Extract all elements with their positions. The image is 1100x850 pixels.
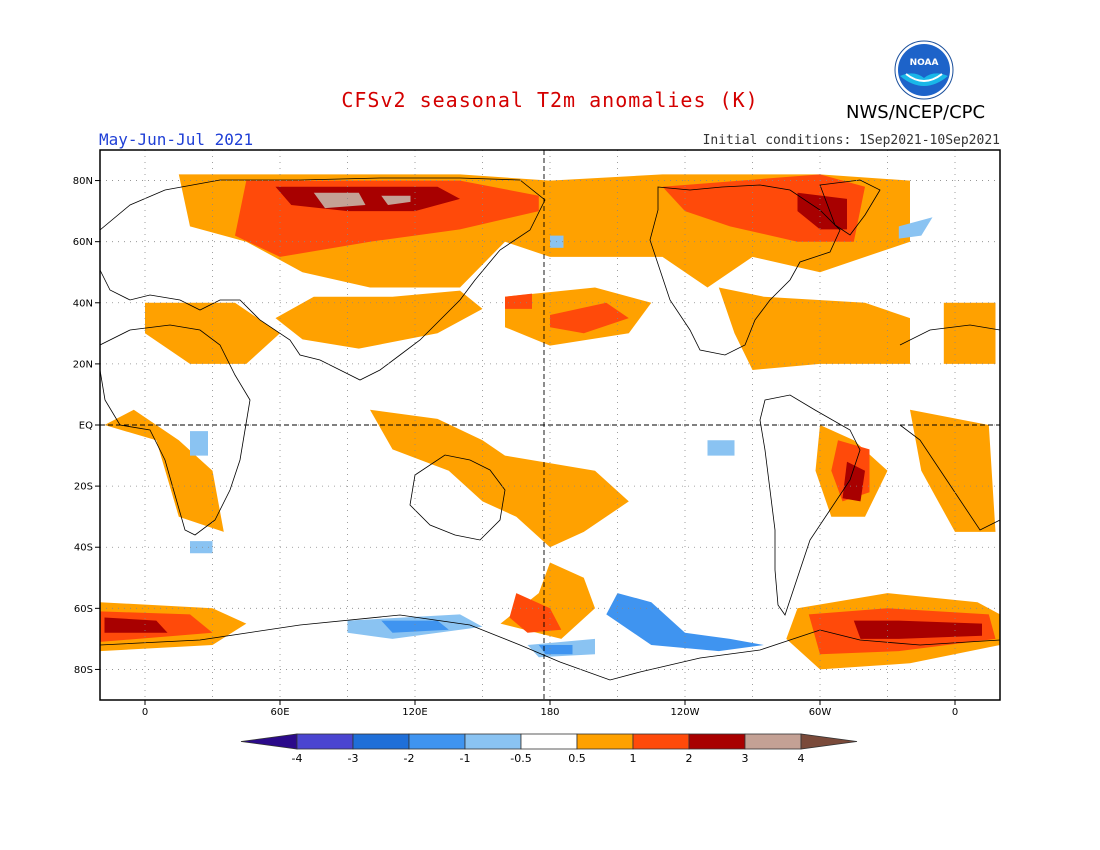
coastline-greenland [819,179,881,236]
lon-tick-label: 0 [142,707,148,718]
coastline-africa-west-repeat [899,424,1000,531]
anomaly-region-37 [707,440,735,456]
anomaly-region-8 [550,302,629,334]
axis-ticks: 0 60E 120E 180 120W 60W 0 80N 60N 40N 20N EQ 20S 40S 6… [73,176,958,718]
anomaly-region-10 [718,287,910,370]
lat-tick-label: 40N [73,298,93,309]
coastline-antarctica [100,614,1000,681]
coastline-south-america [759,394,861,616]
anomaly-region-27 [104,617,168,633]
anomaly-region-32 [538,645,573,655]
anomaly-region-9 [505,293,532,309]
colorbar-bin [576,733,634,750]
lat-tick-label: 20S [74,482,93,493]
coastline-eurasia [100,177,546,381]
colorbar-bin [520,733,578,750]
colorbar-bin [632,733,690,750]
anomaly-region-12 [275,290,483,349]
colorbar-label: 1 [630,752,637,765]
colorbar-bin [688,733,746,750]
colorbar-label: -2 [404,752,415,765]
logo-text: NOAA [910,58,939,68]
coastline-north-america [649,184,841,356]
anomaly-region-11 [145,302,280,364]
colorbar-label: 3 [742,752,749,765]
colorbar-bin [296,733,354,750]
lon-tick-label: 120W [671,707,700,718]
colorbar-label: 2 [686,752,693,765]
anomaly-region-16 [370,409,629,548]
coastline-australia [409,454,506,541]
anomaly-region-35 [190,431,208,456]
colorbar-label: -1 [460,752,471,765]
lon-tick-label: 180 [540,707,559,718]
anomaly-region-13 [943,302,996,364]
anomaly-region-24 [853,620,982,639]
forecast-period: May-Jun-Jul 2021 [99,130,254,149]
colorbar: -4 -3 -2 -1 -0.5 0.5 1 2 3 4 [240,733,858,765]
lat-tick-label: EQ [79,421,93,432]
lon-tick-label: 60W [809,707,832,718]
anomaly-region-21 [842,461,865,502]
coastline-africa [100,324,251,536]
colorbar-label: -3 [348,752,359,765]
colorbar-arrow-low [240,733,298,750]
anomaly-regions [100,174,1000,670]
lat-tick-label: 60S [74,604,93,615]
colorbar-arrow-high [800,733,858,750]
initial-conditions: Initial conditions: 1Sep2021-10Sep2021 [702,133,1000,148]
coastline-africa-east [899,324,1000,346]
lat-tick-label: 40S [74,543,93,554]
lat-tick-label: 80N [73,176,93,187]
colorbar-label: 0.5 [568,752,586,765]
anomaly-region-4 [797,192,847,230]
lat-tick-label: 20N [73,359,93,370]
lon-tick-label: 0 [952,707,958,718]
chart-title: CFSv2 seasonal T2m anomalies (K) [341,88,759,112]
anomaly-region-30 [606,593,764,652]
noaa-logo-icon: NOAA [894,40,954,100]
lat-tick-label: 80S [74,665,93,676]
colorbar-label: -0.5 [510,752,531,765]
colorbar-bin [408,733,466,750]
lon-tick-label: 60E [270,707,289,718]
coastlines [100,177,1000,681]
lat-tick-label: 60N [73,237,93,248]
anomaly-region-29 [381,620,449,633]
colorbar-label: -4 [292,752,303,765]
anomaly-region-5 [313,192,366,209]
anomaly-region-6 [381,195,411,205]
colorbar-bin [352,733,410,750]
colorbar-label: 4 [798,752,805,765]
anomaly-region-2 [662,174,865,242]
colorbar-bin [464,733,522,750]
anomaly-region-18 [509,593,562,633]
colorbar-bin [744,733,802,750]
anomaly-region-33 [898,217,933,239]
anomaly-region-15 [910,409,996,532]
agency-label: NWS/NCEP/CPC [846,102,986,123]
lon-tick-label: 120E [402,707,427,718]
anomaly-region-36 [190,541,213,554]
anomaly-region-14 [104,409,224,532]
